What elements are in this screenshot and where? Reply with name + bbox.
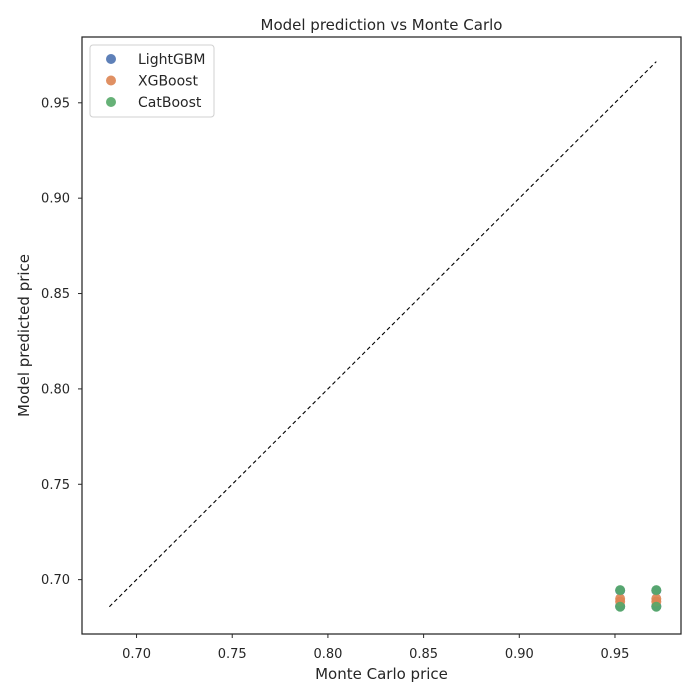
x-axis-title: Monte Carlo price	[315, 665, 448, 683]
legend-label-catboost: CatBoost	[138, 95, 202, 111]
catboost-point	[615, 585, 626, 596]
y-tick-label: 0.75	[41, 478, 70, 493]
legend: LightGBM XGBoost CatBoost	[89, 44, 215, 118]
catboost-point	[615, 601, 626, 612]
legend-marker-lightgbm	[106, 54, 116, 64]
identity-reference-line	[108, 61, 657, 608]
legend-label-xgboost: XGBoost	[138, 74, 198, 90]
y-axis-title: Model predicted price	[15, 254, 33, 417]
x-tick-label: 0.80	[313, 647, 342, 662]
x-axis-ticks: 0.70 0.75 0.80 0.85 0.90 0.95	[122, 634, 629, 662]
y-axis-ticks: 0.70 0.75 0.80 0.85 0.90 0.95	[41, 96, 82, 588]
x-tick-label: 0.90	[505, 647, 534, 662]
x-tick-label: 0.85	[409, 647, 438, 662]
y-tick-label: 0.95	[41, 96, 70, 111]
y-tick-label: 0.80	[41, 382, 70, 397]
legend-label-lightgbm: LightGBM	[138, 52, 205, 68]
plot-frame	[81, 36, 682, 635]
legend-box	[89, 44, 215, 118]
x-tick-label: 0.70	[122, 647, 151, 662]
catboost-point	[651, 585, 662, 596]
legend-marker-catboost	[106, 97, 116, 107]
plot-area	[108, 61, 662, 612]
x-tick-label: 0.75	[218, 647, 247, 662]
y-tick-label: 0.70	[41, 573, 70, 588]
catboost-point	[651, 601, 662, 612]
y-tick-label: 0.85	[41, 287, 70, 302]
legend-marker-xgboost	[106, 75, 116, 86]
y-tick-label: 0.90	[41, 192, 70, 207]
chart-title: Model prediction vs Monte Carlo	[261, 16, 503, 34]
x-tick-label: 0.95	[600, 647, 629, 662]
